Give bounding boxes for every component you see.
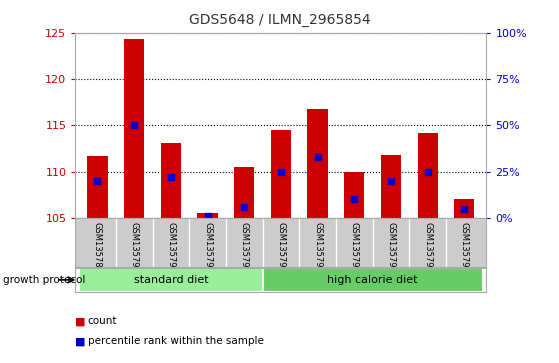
- Text: count: count: [88, 316, 117, 326]
- Text: GSM1357906: GSM1357906: [350, 222, 359, 278]
- Text: GSM1357908: GSM1357908: [423, 222, 432, 278]
- Text: GSM1357899: GSM1357899: [93, 222, 102, 278]
- Bar: [307, 110, 328, 218]
- Bar: [197, 213, 217, 218]
- Text: GSM1357907: GSM1357907: [386, 222, 395, 278]
- Bar: [79, 268, 263, 292]
- Text: standard diet: standard diet: [134, 275, 208, 285]
- Text: high calorie diet: high calorie diet: [328, 275, 418, 285]
- Bar: [87, 156, 107, 218]
- Text: GSM1357909: GSM1357909: [460, 222, 469, 278]
- Text: GSM1357905: GSM1357905: [313, 222, 322, 278]
- Text: GDS5648 / ILMN_2965854: GDS5648 / ILMN_2965854: [189, 13, 370, 27]
- Text: GSM1357900: GSM1357900: [130, 222, 139, 278]
- Text: ■: ■: [75, 316, 86, 326]
- Bar: [234, 167, 254, 218]
- Text: GSM1357901: GSM1357901: [167, 222, 176, 278]
- Text: ■: ■: [75, 336, 86, 346]
- Text: GSM1357902: GSM1357902: [203, 222, 212, 278]
- Text: GSM1357904: GSM1357904: [276, 222, 286, 278]
- Bar: [161, 143, 181, 218]
- Text: growth protocol: growth protocol: [3, 275, 85, 285]
- Bar: [381, 155, 401, 218]
- Bar: [344, 172, 364, 218]
- Bar: [263, 268, 482, 292]
- Text: GSM1357903: GSM1357903: [240, 222, 249, 278]
- Bar: [418, 132, 438, 218]
- Bar: [124, 39, 144, 218]
- Text: percentile rank within the sample: percentile rank within the sample: [88, 336, 264, 346]
- Bar: [454, 199, 475, 218]
- Bar: [271, 130, 291, 218]
